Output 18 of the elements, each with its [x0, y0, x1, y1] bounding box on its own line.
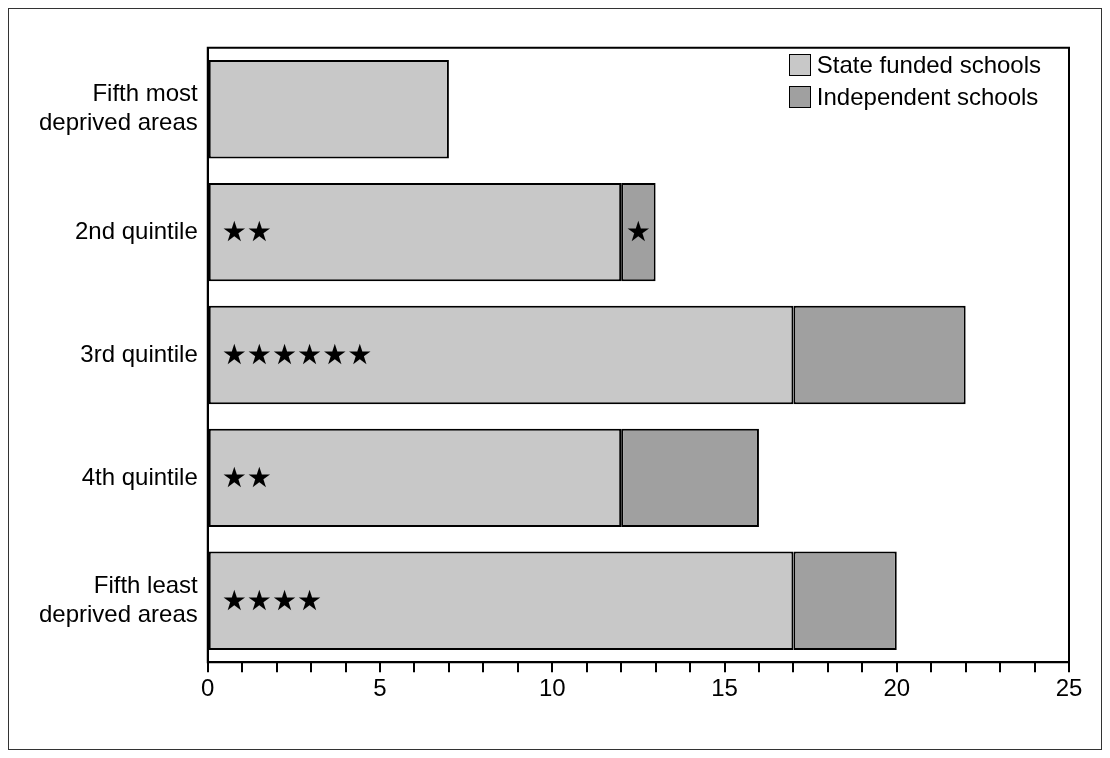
- x-tick-label: 20: [883, 674, 911, 702]
- y-tick-label: 3rd quintile: [80, 339, 198, 367]
- legend-label: State funded schools: [816, 50, 1041, 80]
- x-tick-label: 10: [538, 674, 566, 702]
- annotation: ★★★★★★: [221, 338, 373, 372]
- annotation: ★: [625, 215, 651, 249]
- y-tick-label: 4th quintile: [81, 462, 198, 490]
- x-tick-label: 0: [201, 674, 215, 702]
- y-tick-label: 2nd quintile: [75, 216, 198, 244]
- annotation: ★★: [221, 461, 272, 495]
- x-tick-label: 25: [1055, 674, 1083, 702]
- annotation: ★★: [221, 215, 272, 249]
- y-tick-label: Fifth least deprived areas: [39, 570, 199, 627]
- y-tick-label: Fifth most deprived areas: [39, 79, 199, 136]
- x-tick-label: 15: [711, 674, 738, 702]
- annotation: ★★★★: [221, 584, 323, 618]
- x-tick-label: 5: [373, 674, 387, 702]
- legend-label: Independent schools: [816, 82, 1039, 112]
